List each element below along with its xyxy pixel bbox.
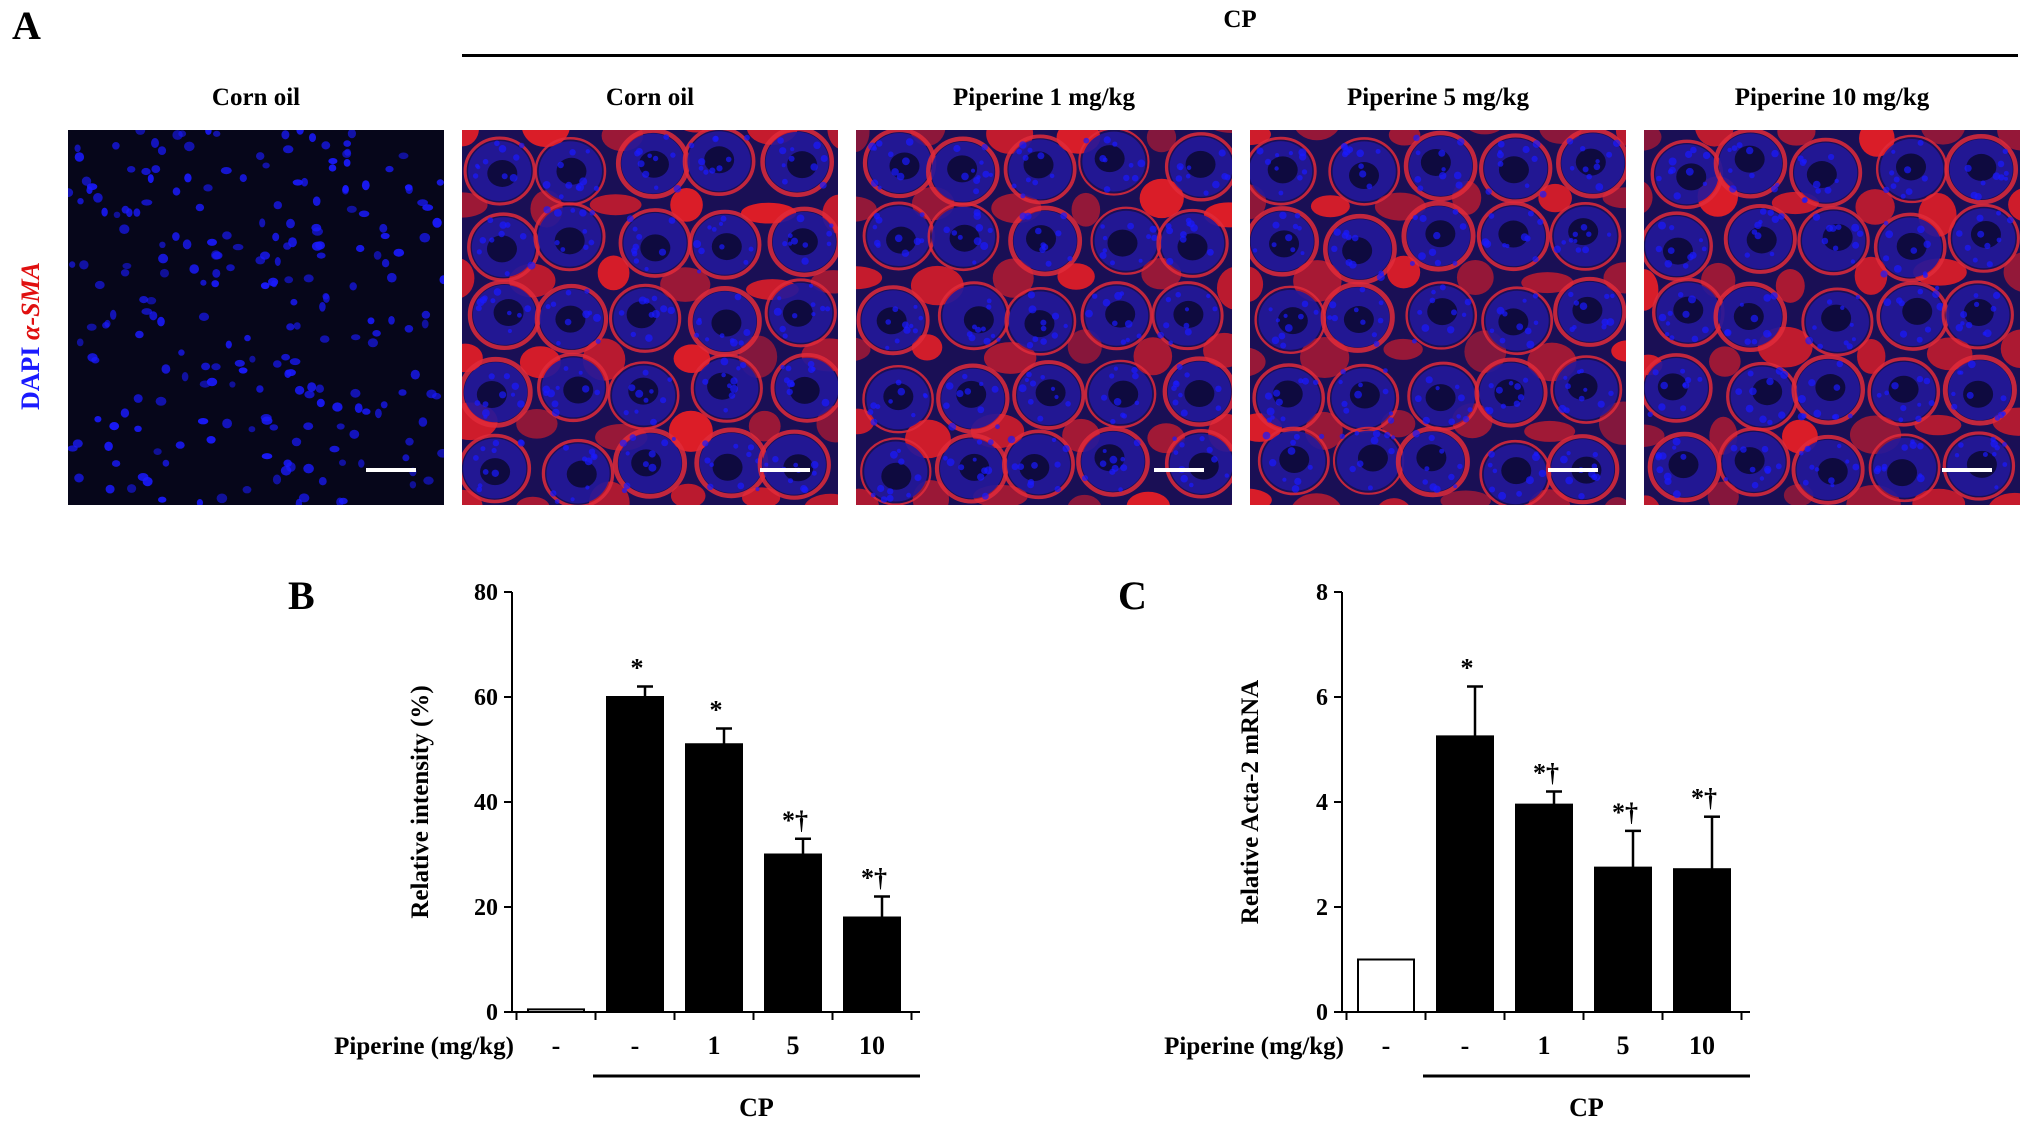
- significance-mark: *: [1461, 654, 1474, 683]
- significance-mark: *†: [1533, 759, 1559, 788]
- bar: [1436, 735, 1494, 1013]
- micrograph-cp-piperine-10: [1644, 130, 2020, 505]
- x-category-label: 5: [787, 1031, 800, 1060]
- significance-mark: *†: [782, 806, 808, 835]
- significance-mark: *: [710, 696, 723, 725]
- x-category-label: -: [631, 1031, 640, 1060]
- image-header-4: Piperine 10 mg/kg: [1734, 84, 1930, 111]
- y-tick-label: 4: [1316, 790, 1328, 816]
- dapi-label: DAPI: [16, 346, 45, 410]
- cp-header-label: CP: [1223, 6, 1257, 33]
- x-category-label: 1: [1538, 1031, 1551, 1060]
- scale-bar: [1548, 468, 1598, 472]
- y-tick-label: 2: [1316, 895, 1328, 921]
- cp-header-line: [462, 54, 2018, 57]
- image-header-3: Piperine 5 mg/kg: [1347, 84, 1529, 111]
- y-tick-label: 20: [474, 895, 498, 921]
- significance-mark: *: [631, 654, 644, 683]
- y-axis-label: Relative Acta-2 mRNA: [1237, 680, 1264, 924]
- scale-bar: [1154, 468, 1204, 472]
- micrograph-cp-piperine-5: [1250, 130, 1626, 505]
- bar: [685, 743, 743, 1013]
- significance-mark: *†: [1612, 798, 1638, 827]
- panel-b-letter: B: [288, 573, 315, 618]
- significance-mark: *†: [1691, 784, 1717, 813]
- image-header-0: Corn oil: [211, 84, 301, 111]
- cp-group-label: CP: [1569, 1093, 1604, 1122]
- micrograph-cp-corn-oil: [462, 130, 838, 505]
- micrograph-cp-piperine-1: [856, 130, 1232, 505]
- sma-label: α-SMA: [16, 261, 45, 340]
- panel-a-letter: A: [12, 3, 41, 48]
- bar: [764, 853, 822, 1013]
- scale-bar: [760, 468, 810, 472]
- micrograph-corn-oil-control: [68, 130, 444, 505]
- x-category-label: 5: [1617, 1031, 1630, 1060]
- x-category-label: 1: [708, 1031, 721, 1060]
- bar: [527, 1008, 585, 1013]
- bar: [606, 696, 664, 1013]
- chart-b-relative-intensity: 0 20 40 60 80 Relative intensity (%) - * - * 1 *† 5 *…: [334, 580, 920, 1122]
- bar: [1594, 866, 1652, 1013]
- bar: [1357, 958, 1415, 1013]
- x-category-label: -: [1461, 1031, 1470, 1060]
- factor-label: Piperine (mg/kg): [334, 1033, 514, 1060]
- y-tick-label: 60: [474, 685, 498, 711]
- scale-bar: [366, 468, 416, 472]
- factor-label: Piperine (mg/kg): [1164, 1033, 1344, 1060]
- bar: [1673, 868, 1731, 1014]
- y-tick-label: 6: [1316, 685, 1328, 711]
- significance-mark: *†: [861, 864, 887, 893]
- y-tick-label: 0: [486, 1000, 498, 1026]
- scale-bar: [1942, 468, 1992, 472]
- image-header-2: Piperine 1 mg/kg: [953, 84, 1135, 111]
- bar: [843, 916, 901, 1013]
- y-tick-label: 0: [1316, 1000, 1328, 1026]
- x-category-label: 10: [859, 1031, 885, 1060]
- y-axis-label: Relative intensity (%): [407, 685, 434, 918]
- panel-c-letter: C: [1118, 573, 1147, 618]
- x-category-label: -: [552, 1031, 561, 1060]
- y-tick-label: 80: [474, 580, 498, 606]
- chart-c-acta2-mrna: 0 2 4 6 8 Relative Acta-2 mRNA - * - *† 1 *† 5 *† 10 Pi…: [1164, 580, 1750, 1122]
- stain-side-label: DAPI α-SMA: [16, 262, 46, 410]
- x-category-label: -: [1382, 1031, 1391, 1060]
- y-tick-label: 40: [474, 790, 498, 816]
- image-header-1: Corn oil: [605, 84, 695, 111]
- y-tick-label: 8: [1316, 580, 1328, 606]
- cp-group-label: CP: [739, 1093, 774, 1122]
- x-category-label: 10: [1689, 1031, 1715, 1060]
- bar: [1515, 803, 1573, 1013]
